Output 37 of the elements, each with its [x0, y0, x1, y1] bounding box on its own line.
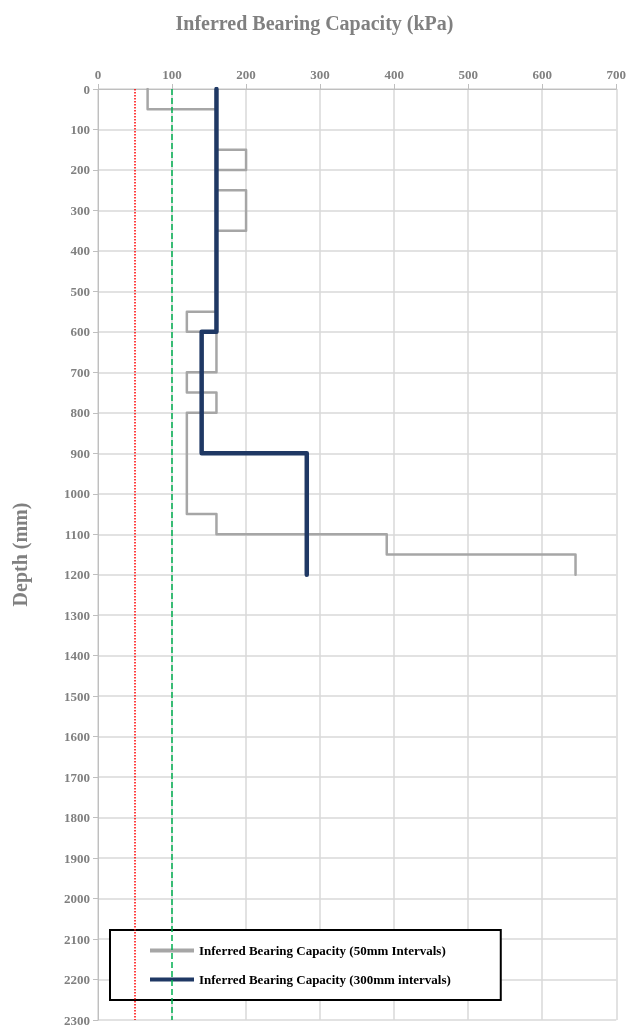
y-tick-label: 100	[70, 121, 90, 137]
y-tick-label: 1800	[64, 810, 90, 826]
x-tick-label: 500	[458, 67, 478, 82]
y-tick-label: 1500	[64, 688, 90, 704]
x-tick-label: 200	[236, 67, 256, 82]
line-series	[199, 86, 310, 577]
x-tick-label: 0	[94, 67, 102, 82]
y-tick-label: 2200	[64, 972, 90, 988]
y-tick-label: 400	[70, 243, 90, 259]
x-tick-label: 700	[606, 67, 626, 82]
y-tick-label: 1700	[64, 769, 90, 785]
y-tick-label: 1100	[64, 526, 90, 542]
y-tick-label: 2100	[64, 931, 90, 947]
y-tick-label: 1200	[64, 567, 90, 583]
y-axis-title: Depth (mm)	[9, 502, 32, 607]
y-tick-label: 800	[70, 405, 90, 421]
x-tick-label: 300	[310, 67, 330, 82]
y-tick-label: 1000	[64, 486, 90, 502]
y-tick-label: 600	[70, 324, 90, 340]
y-tick-label: 700	[70, 364, 90, 380]
x-axis-title: Inferred Bearing Capacity (kPa)	[175, 12, 454, 35]
y-tick-label: 1400	[64, 648, 90, 664]
legend-label: Inferred Bearing Capacity (50mm Intervals)	[199, 943, 446, 958]
y-tick-label: 2000	[64, 891, 90, 907]
y-tick-label: 1900	[64, 850, 90, 866]
y-tick-label: 900	[70, 445, 90, 461]
y-tick-label: 0	[83, 81, 90, 97]
y-tick-label: 1300	[64, 607, 90, 623]
y-tick-label: 200	[70, 162, 90, 178]
legend-label: Inferred Bearing Capacity (300mm intervals)	[199, 972, 451, 987]
y-tick-label: 300	[70, 202, 90, 218]
x-tick-label: 400	[384, 67, 404, 82]
y-tick-label: 500	[70, 283, 90, 299]
x-tick-label: 600	[532, 67, 552, 82]
y-tick-label: 1600	[64, 729, 90, 745]
y-tick-label: 2300	[64, 1012, 90, 1027]
x-tick-label: 100	[162, 67, 182, 82]
